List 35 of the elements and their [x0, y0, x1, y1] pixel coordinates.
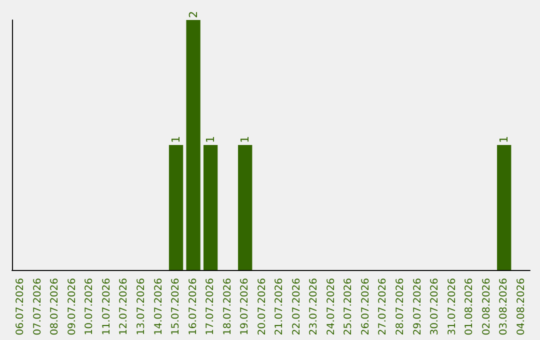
x-tick-label: 20.07.2026 [256, 278, 268, 336]
x-tick-label: 23.07.2026 [308, 278, 320, 336]
x-tick-label: 30.07.2026 [430, 278, 441, 336]
x-tick-label: 06.07.2026 [15, 278, 26, 336]
x-tick-label: 01.08.2026 [464, 278, 476, 336]
x-tick-label: 19.07.2026 [240, 278, 251, 336]
x-tick-label: 07.07.2026 [32, 278, 44, 336]
data-label: 1 [204, 136, 218, 143]
x-tick-label: 24.07.2026 [326, 278, 337, 336]
x-tick-label: 28.07.2026 [395, 278, 406, 336]
x-tick-label: 12.07.2026 [118, 278, 130, 336]
x-tick-label: 10.07.2026 [84, 278, 96, 336]
x-tick-label: 21.07.2026 [274, 278, 286, 336]
data-label: 1 [238, 136, 252, 143]
x-tick-label: 03.08.2026 [498, 278, 510, 336]
data-label: 1 [170, 136, 183, 143]
x-tick-label: 09.07.2026 [66, 278, 78, 336]
x-tick-label: 17.07.2026 [205, 278, 216, 336]
x-tick-label: 15.07.2026 [170, 278, 182, 336]
x-tick-label: 22.07.2026 [291, 278, 302, 336]
x-tick-label: 18.07.2026 [222, 278, 234, 336]
x-tick-label: 27.07.2026 [378, 278, 389, 336]
x-tick-label: 08.07.2026 [50, 278, 61, 336]
x-tick-label: 04.08.2026 [516, 278, 527, 336]
x-tick-label: 26.07.2026 [360, 278, 372, 336]
x-tick-label: 25.07.2026 [343, 278, 354, 336]
x-tick-label: 02.08.2026 [481, 278, 492, 336]
x-tick-label: 14.07.2026 [153, 278, 164, 336]
x-tick-label: 13.07.2026 [136, 278, 147, 336]
data-label: 2 [186, 11, 200, 18]
x-tick-label: 29.07.2026 [412, 278, 424, 336]
data-label: 1 [498, 136, 511, 143]
x-tick-label: 31.07.2026 [446, 278, 458, 336]
x-tick-label: 11.07.2026 [101, 278, 112, 336]
x-tick-label: 16.07.2026 [188, 278, 199, 336]
